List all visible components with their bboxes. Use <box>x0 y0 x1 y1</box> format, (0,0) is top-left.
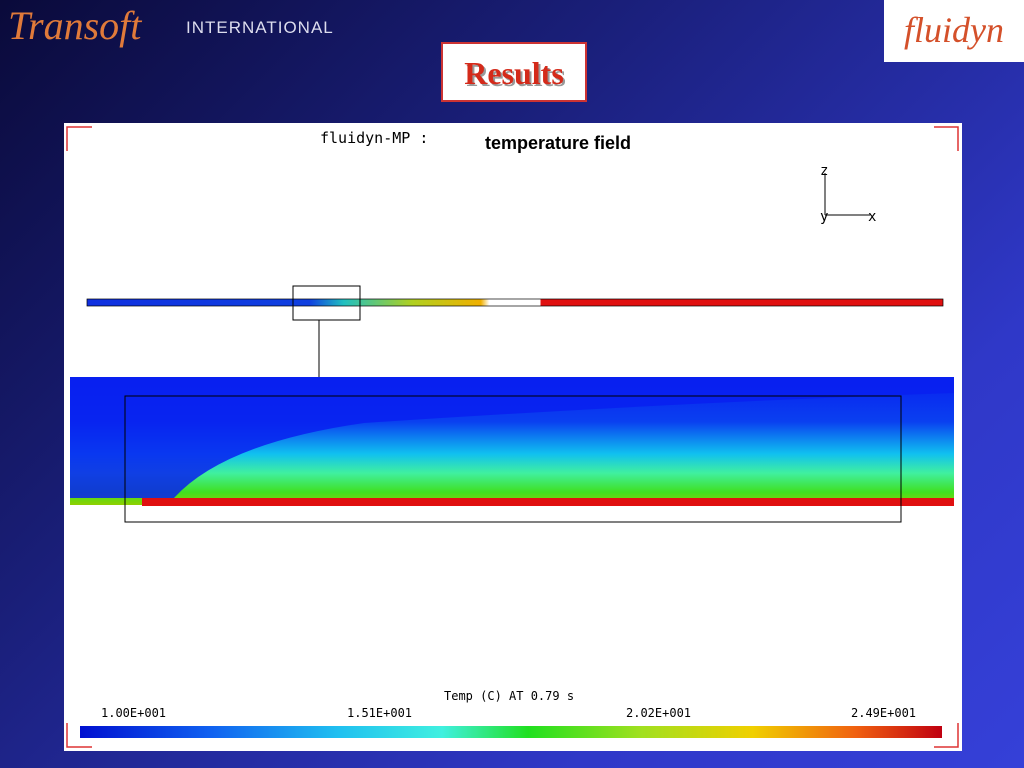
figure: fluidyn-MP : temperature field z y x Tem… <box>66 126 959 748</box>
brand-sub: INTERNATIONAL <box>186 18 334 37</box>
axis-z: z <box>820 163 828 179</box>
axis-x: x <box>868 209 876 225</box>
legend-title: Temp (C) AT 0.79 s <box>444 689 574 703</box>
axis-triad <box>824 173 870 216</box>
zoom-frame <box>124 395 902 523</box>
color-bar <box>80 726 942 738</box>
legend-label: 2.49E+001 <box>851 706 916 720</box>
logo: fluidyn <box>884 0 1024 62</box>
legend-label: 2.02E+001 <box>626 706 691 720</box>
hot-wall <box>142 498 954 506</box>
caption: temperature field <box>485 133 631 153</box>
legend-label: 1.51E+001 <box>347 706 412 720</box>
corner-marks <box>66 126 959 748</box>
zoom-box <box>292 285 361 321</box>
axis-y: y <box>820 209 828 225</box>
legend-label: 1.00E+001 <box>101 706 166 720</box>
figure-panel: fluidyn-MP : temperature field z y x Tem… <box>64 123 962 751</box>
software-label: fluidyn-MP : <box>320 129 428 147</box>
slide-title: Results <box>441 42 587 102</box>
brand: Transoft <box>8 3 142 48</box>
field-cold <box>70 377 954 498</box>
domain-strip <box>86 298 944 307</box>
